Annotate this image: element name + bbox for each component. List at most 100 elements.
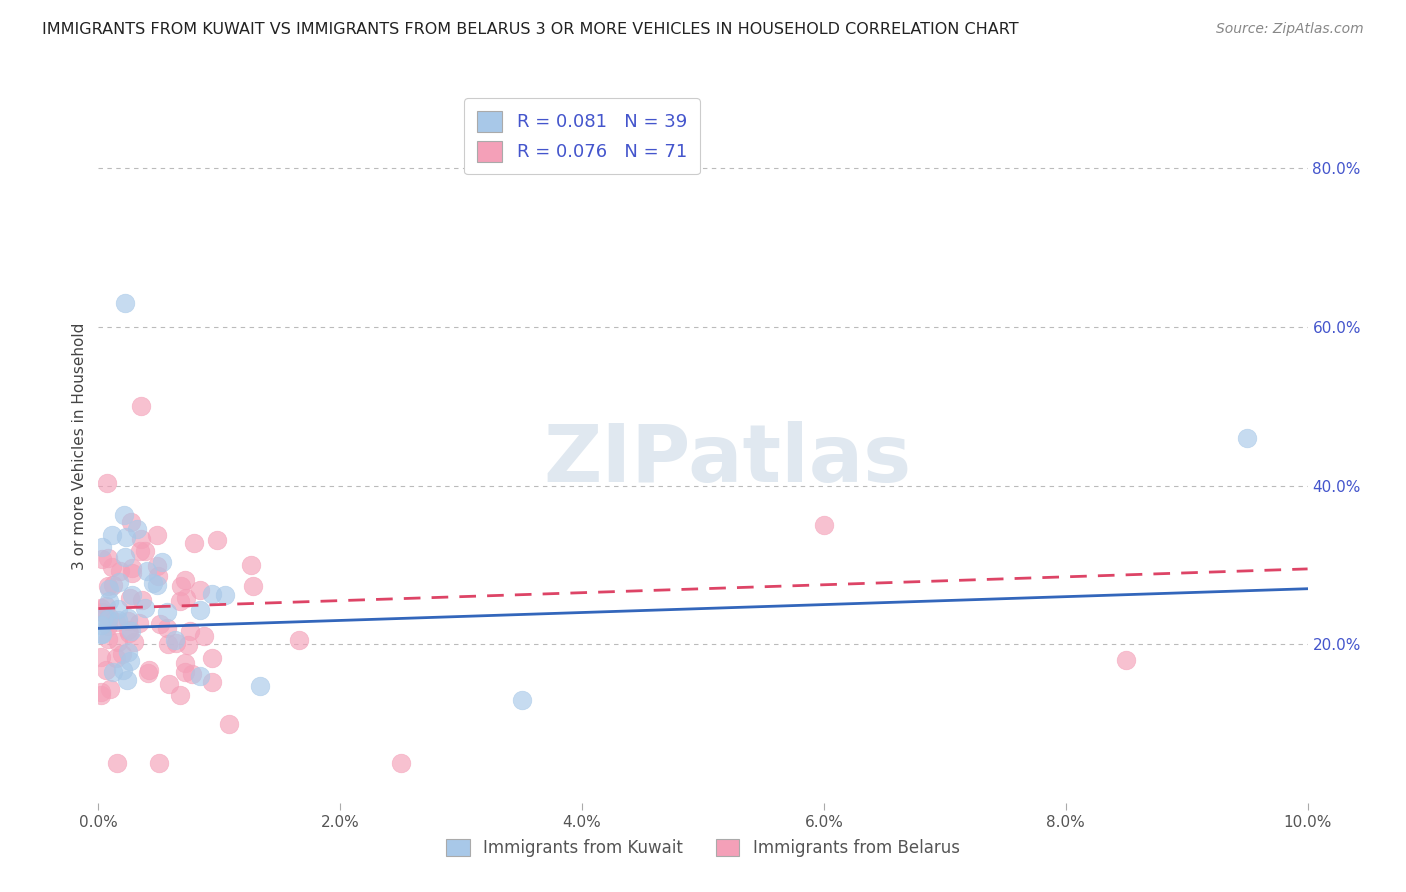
Point xyxy=(97,579,120,593)
Point xyxy=(138,663,160,677)
Point xyxy=(165,635,187,649)
Legend: Immigrants from Kuwait, Immigrants from Belarus: Immigrants from Kuwait, Immigrants from … xyxy=(437,831,969,866)
Point xyxy=(174,574,197,588)
Point xyxy=(1115,653,1137,667)
Point xyxy=(135,564,157,578)
Point xyxy=(218,716,240,731)
Point xyxy=(129,400,152,414)
Point xyxy=(90,600,112,615)
Point xyxy=(118,655,141,669)
Point xyxy=(152,555,174,569)
Point xyxy=(389,756,412,771)
Point xyxy=(117,610,139,624)
Point xyxy=(93,610,115,624)
Point xyxy=(188,669,211,683)
Point xyxy=(97,632,120,647)
Point xyxy=(97,610,120,624)
Point xyxy=(90,618,112,632)
Point xyxy=(131,593,153,607)
Point xyxy=(169,594,191,608)
Point xyxy=(169,688,191,702)
Y-axis label: 3 or more Vehicles in Household: 3 or more Vehicles in Household xyxy=(72,322,87,570)
Point xyxy=(90,650,112,665)
Point xyxy=(107,613,129,627)
Point xyxy=(101,578,124,592)
Point xyxy=(146,577,169,591)
Point xyxy=(97,619,120,633)
Point xyxy=(183,535,205,549)
Point xyxy=(170,579,193,593)
Point xyxy=(90,685,112,699)
Point xyxy=(239,558,262,573)
Point xyxy=(107,575,129,590)
Point xyxy=(121,561,143,575)
Point xyxy=(242,579,264,593)
Point xyxy=(115,673,138,688)
Point xyxy=(121,588,143,602)
Point xyxy=(205,533,228,547)
Point xyxy=(100,527,122,541)
Point xyxy=(107,634,129,648)
Point xyxy=(104,650,127,665)
Point xyxy=(98,593,121,607)
Point xyxy=(90,540,112,554)
Point xyxy=(174,665,197,680)
Point xyxy=(105,615,128,629)
Point xyxy=(146,558,169,573)
Point xyxy=(1236,431,1258,445)
Point xyxy=(174,591,197,606)
Point xyxy=(142,576,165,591)
Point xyxy=(96,476,118,491)
Point xyxy=(100,681,122,696)
Point xyxy=(114,550,136,565)
Point xyxy=(112,508,135,523)
Point xyxy=(128,615,150,630)
Point xyxy=(115,530,138,544)
Point xyxy=(127,522,149,536)
Point xyxy=(148,616,170,631)
Point xyxy=(97,582,120,597)
Point xyxy=(107,601,129,615)
Point xyxy=(90,605,112,619)
Point xyxy=(193,629,215,643)
Point xyxy=(111,663,134,677)
Point xyxy=(188,583,211,598)
Point xyxy=(156,605,179,619)
Point xyxy=(91,551,114,566)
Text: ZIPatlas: ZIPatlas xyxy=(543,421,911,500)
Point xyxy=(813,518,835,533)
Point xyxy=(129,532,152,546)
Point xyxy=(120,591,142,605)
Point xyxy=(120,624,142,638)
Point xyxy=(201,675,224,690)
Point xyxy=(105,756,128,771)
Point xyxy=(188,603,211,617)
Point xyxy=(90,688,112,702)
Point xyxy=(101,560,124,574)
Point xyxy=(111,647,134,661)
Point xyxy=(117,614,139,628)
Point xyxy=(134,601,156,615)
Point xyxy=(249,680,271,694)
Text: Source: ZipAtlas.com: Source: ZipAtlas.com xyxy=(1216,22,1364,37)
Point xyxy=(114,296,136,310)
Point xyxy=(214,588,236,602)
Point xyxy=(177,638,200,652)
Point xyxy=(117,624,139,638)
Point xyxy=(165,632,187,647)
Point xyxy=(90,627,112,641)
Point xyxy=(201,651,224,665)
Point xyxy=(94,663,117,677)
Point xyxy=(174,656,197,670)
Point xyxy=(134,544,156,558)
Point xyxy=(156,621,179,635)
Point xyxy=(179,624,201,639)
Point xyxy=(201,587,224,601)
Point xyxy=(122,634,145,648)
Point xyxy=(146,569,169,583)
Point xyxy=(121,566,143,581)
Point xyxy=(157,677,180,691)
Point xyxy=(97,551,120,566)
Text: IMMIGRANTS FROM KUWAIT VS IMMIGRANTS FROM BELARUS 3 OR MORE VEHICLES IN HOUSEHOL: IMMIGRANTS FROM KUWAIT VS IMMIGRANTS FRO… xyxy=(42,22,1019,37)
Point xyxy=(108,565,131,579)
